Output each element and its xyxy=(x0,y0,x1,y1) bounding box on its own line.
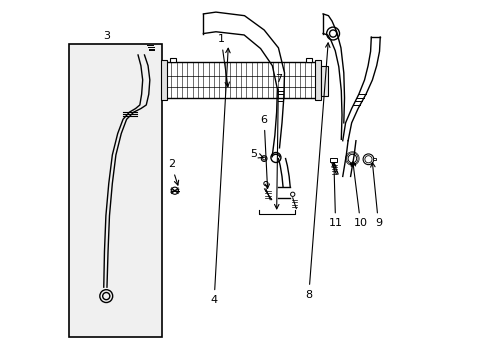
Bar xyxy=(321,66,328,96)
Bar xyxy=(372,158,376,160)
Bar xyxy=(69,44,162,337)
Text: 6: 6 xyxy=(260,115,269,189)
Bar xyxy=(160,60,166,100)
Text: 5: 5 xyxy=(249,149,263,159)
Text: 8: 8 xyxy=(305,43,329,300)
Text: 4: 4 xyxy=(210,48,230,305)
Text: 10: 10 xyxy=(350,162,367,229)
Text: 3: 3 xyxy=(103,31,110,41)
Bar xyxy=(165,62,315,98)
Bar xyxy=(329,158,337,162)
Bar xyxy=(314,60,321,100)
Text: 11: 11 xyxy=(328,163,342,229)
Bar xyxy=(305,58,311,62)
Text: 9: 9 xyxy=(370,163,381,229)
Text: 1: 1 xyxy=(217,35,229,87)
Bar xyxy=(170,58,176,62)
Text: 2: 2 xyxy=(167,159,178,185)
Text: 7: 7 xyxy=(274,74,282,209)
